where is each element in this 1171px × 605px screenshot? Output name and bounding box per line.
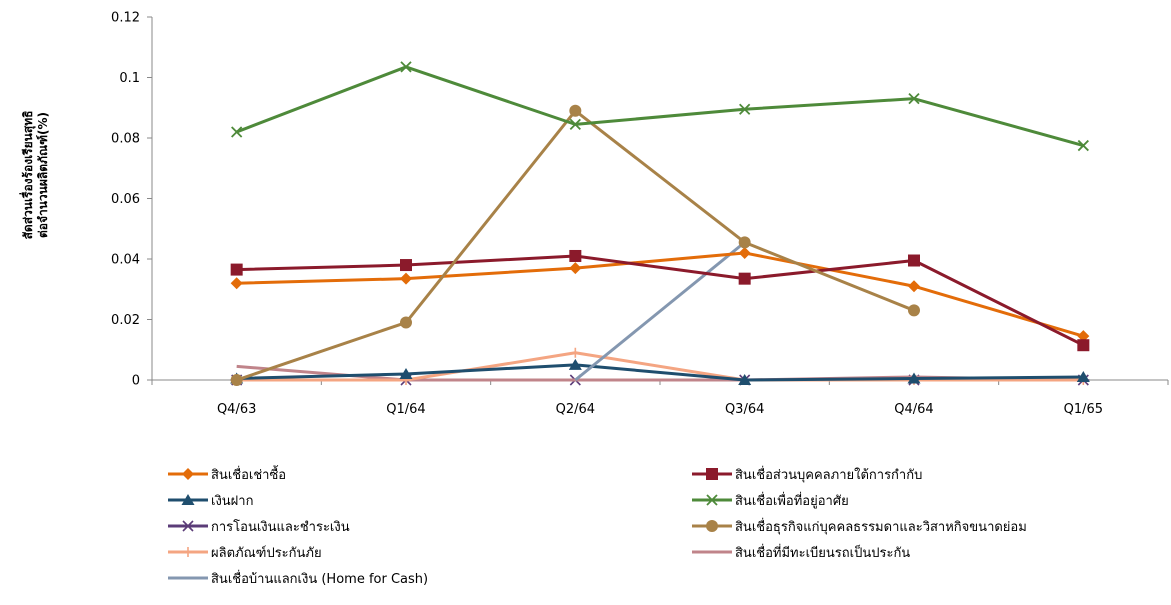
legend: สินเชื่อเช่าซื้อ สินเชื่อส่วนบุคคลภายใต้ก…	[168, 465, 1027, 587]
legend-marker	[182, 468, 194, 480]
y-tick-label: 0.04	[111, 253, 140, 268]
series-0	[230, 246, 1090, 343]
y-tick-label: 0.06	[111, 192, 140, 207]
legend-item: ผลิตภัณฑ์ประกันภัย	[168, 545, 322, 561]
data-point	[400, 61, 412, 73]
data-point	[739, 103, 751, 115]
data-point	[908, 254, 920, 267]
data-point	[399, 367, 413, 379]
data-point	[570, 347, 581, 358]
data-point	[738, 246, 751, 259]
x-axis: Q4/63 Q1/64 Q2/64 Q3/64 Q4/64 Q1/65	[151, 379, 1169, 417]
data-point	[400, 316, 412, 329]
legend-label: เงินฝาก	[211, 494, 253, 509]
legend-label: สินเชื่อที่มีทะเบียนรถเป็นประกัน	[735, 543, 910, 561]
series-8	[574, 241, 746, 382]
y-tick-label: 0.12	[111, 11, 140, 26]
legend-item: สินเชื่อส่วนบุคคลภายใต้การกำกับ	[692, 466, 922, 483]
legend-item: สินเชื่อเช่าซื้อ	[168, 465, 286, 483]
data-point	[907, 372, 921, 384]
data-point	[400, 272, 412, 285]
legend-item: การโอนเงินและชำระเงิน	[168, 519, 350, 535]
x-tick-label: Q2/64	[556, 402, 595, 417]
legend-marker	[183, 547, 193, 557]
series-layer	[230, 61, 1090, 386]
series-1	[230, 249, 1090, 352]
legend-label: สินเชื่อเพื่อที่อยู่อาศัย	[735, 492, 849, 509]
legend-label: สินเชื่อบ้านแลกเงิน (Home for Cash)	[211, 570, 428, 587]
legend-item: สินเชื่อเพื่อที่อยู่อาศัย	[692, 492, 849, 509]
data-point	[1077, 330, 1090, 343]
y-axis-title-group: สัดส่วนเรื่องร้องเรียนสุทธิ ต่อจำนวนผลิตภ…	[19, 111, 50, 240]
data-point	[738, 236, 751, 249]
legend-item: สินเชื่อธุรกิจแก่บุคคลธรรมดาและวิสาหกิจข…	[692, 518, 1027, 535]
legend-marker	[706, 494, 718, 506]
series-line	[236, 363, 1084, 382]
data-point	[908, 280, 920, 293]
series-line	[236, 351, 1084, 382]
x-tick-label: Q4/63	[217, 402, 256, 417]
series-line	[236, 254, 1085, 347]
y-axis: 0 0.02 0.04 0.06 0.08 0.1 0.12	[111, 11, 153, 389]
x-tick-label: Q1/65	[1064, 402, 1103, 417]
x-tick-label: Q3/64	[725, 402, 764, 417]
data-point	[400, 259, 412, 272]
data-point	[568, 358, 582, 370]
data-point	[230, 263, 243, 276]
data-point	[569, 262, 582, 275]
data-point	[1077, 339, 1090, 352]
data-point	[1077, 139, 1089, 152]
series-3	[231, 61, 1089, 152]
legend-item: สินเชื่อบ้านแลกเงิน (Home for Cash)	[168, 570, 428, 587]
y-axis-title: สัดส่วนเรื่องร้องเรียนสุทธิ ต่อจำนวนผลิตภ…	[19, 111, 50, 240]
series-5	[230, 104, 920, 386]
data-point	[230, 277, 243, 290]
data-point	[231, 126, 243, 138]
legend-label: การโอนเงินและชำระเงิน	[211, 519, 350, 535]
legend-marker	[182, 520, 194, 532]
data-point	[908, 93, 920, 105]
y-axis-title-line: สัดส่วนเรื่องร้องเรียนสุทธิ	[19, 111, 36, 240]
data-point	[569, 118, 581, 131]
legend-label: สินเชื่อส่วนบุคคลภายใต้การกำกับ	[735, 466, 922, 483]
legend-marker	[706, 520, 718, 532]
series-line	[236, 109, 915, 382]
y-tick-label: 0	[132, 374, 140, 389]
y-tick-label: 0.1	[119, 71, 140, 86]
data-point	[908, 304, 920, 317]
legend-label: สินเชื่อเช่าซื้อ	[211, 465, 286, 483]
series-line	[574, 241, 746, 382]
y-tick-label: 0.02	[111, 313, 140, 328]
series-line	[236, 251, 1084, 338]
data-point	[569, 104, 582, 117]
legend-marker	[706, 468, 718, 480]
y-tick-label: 0.08	[111, 132, 140, 147]
data-point	[738, 272, 751, 285]
y-axis-title-line: ต่อจำนวนผลิตภัณฑ์(%)	[36, 112, 50, 238]
x-tick-label: Q1/64	[386, 402, 425, 417]
legend-item: สินเชื่อที่มีทะเบียนรถเป็นประกัน	[692, 543, 910, 561]
legend-item: เงินฝาก	[168, 494, 253, 509]
series-line	[236, 65, 1084, 148]
data-point	[569, 249, 582, 262]
data-point	[1076, 370, 1090, 382]
data-point	[230, 374, 243, 386]
data-point	[738, 374, 752, 385]
x-tick-label: Q4/64	[894, 402, 933, 417]
legend-marker	[181, 494, 195, 505]
legend-label: ผลิตภัณฑ์ประกันภัย	[211, 545, 322, 561]
legend-label: สินเชื่อธุรกิจแก่บุคคลธรรมดาและวิสาหกิจข…	[735, 518, 1027, 535]
